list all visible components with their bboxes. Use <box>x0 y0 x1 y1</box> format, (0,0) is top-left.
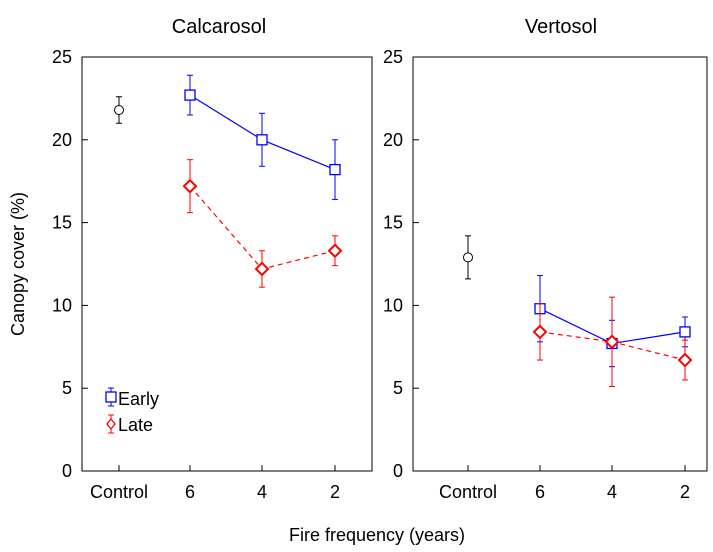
x-axis-label: Fire frequency (years) <box>289 525 465 545</box>
data-point-circle <box>114 104 124 115</box>
legend-early-label: Early <box>118 389 159 409</box>
plot-frame <box>412 56 708 472</box>
legend: Early Late <box>105 387 159 435</box>
legend-late-label: Late <box>118 415 153 435</box>
axis-ticks: 0 5 10 15 20 25 Control 6 4 2 <box>52 47 340 502</box>
y-tick-label: 10 <box>52 295 72 315</box>
x-tick-label: 4 <box>257 482 267 502</box>
data-point-diamond <box>254 261 270 277</box>
y-tick-label: 25 <box>383 47 403 67</box>
data-point-circle <box>463 252 473 263</box>
data-point-square <box>256 134 268 146</box>
x-tick-label: 2 <box>680 482 690 502</box>
y-tick-label: 15 <box>383 213 403 233</box>
data-point-square <box>679 326 691 338</box>
y-tick-label: 5 <box>62 378 72 398</box>
y-tick-label: 5 <box>393 378 403 398</box>
data-point-diamond <box>677 352 693 368</box>
data-point-square <box>329 163 341 176</box>
legend-late-marker <box>106 414 116 434</box>
data-point-diamond <box>327 243 343 259</box>
x-tick-label: 2 <box>330 482 340 502</box>
x-tick-label: 4 <box>607 482 617 502</box>
axis-ticks: 0 5 10 15 20 25 Control 6 4 2 <box>383 47 690 502</box>
x-tick-label: 6 <box>535 482 545 502</box>
y-tick-label: 0 <box>62 461 72 481</box>
y-axis-label: Canopy cover (%) <box>8 192 28 336</box>
vertosol-panel: Vertosol 0 5 10 15 20 25 Control 6 4 2 <box>383 16 708 502</box>
data-marks <box>114 74 343 288</box>
data-point-diamond <box>182 178 198 194</box>
panel-title: Calcarosol <box>172 16 266 38</box>
calcarosol-panel: Calcarosol 0 5 10 15 20 25 Control 6 4 2 Canopy c… <box>8 16 373 502</box>
data-marks <box>463 235 693 388</box>
x-tick-label: 6 <box>185 482 195 502</box>
data-point-diamond <box>532 324 548 340</box>
data-point-diamond <box>604 334 620 350</box>
y-tick-label: 10 <box>383 295 403 315</box>
data-point-square <box>184 89 196 101</box>
y-tick-label: 20 <box>383 130 403 150</box>
legend-early-marker <box>105 387 117 407</box>
y-tick-label: 25 <box>52 47 72 67</box>
y-tick-label: 20 <box>52 130 72 150</box>
x-tick-label: Control <box>439 482 497 502</box>
x-tick-label: Control <box>90 482 148 502</box>
y-tick-label: 0 <box>393 461 403 481</box>
plot-frame <box>81 56 373 472</box>
panel-title: Vertosol <box>525 16 597 38</box>
y-tick-label: 15 <box>52 213 72 233</box>
